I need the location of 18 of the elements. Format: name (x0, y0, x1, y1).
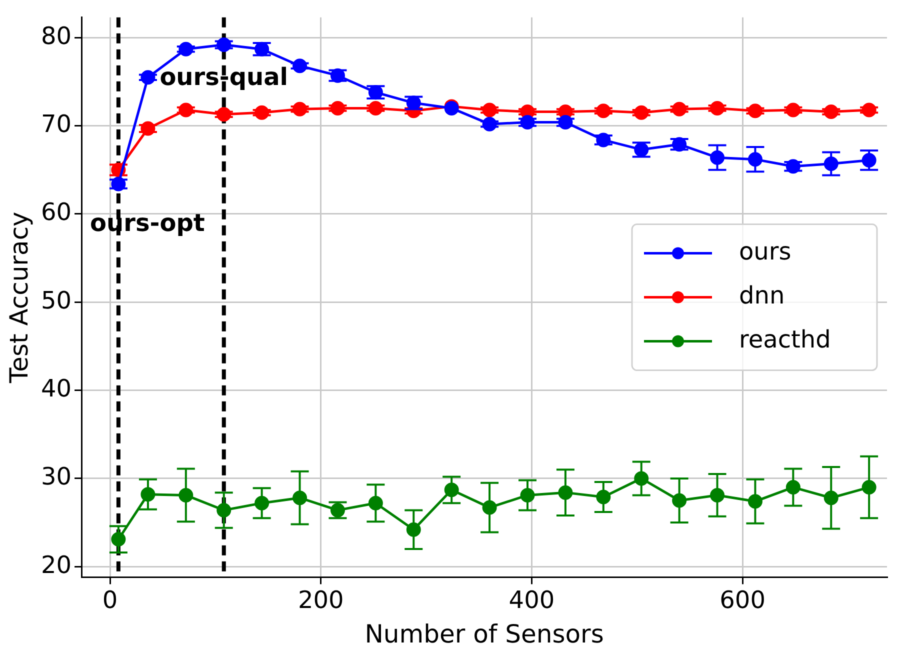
x-tick-label: 400 (508, 586, 555, 614)
y-axis-title: Test Accuracy (4, 211, 34, 384)
y-tick-label: 20 (40, 550, 72, 579)
legend-label: dnn (739, 282, 785, 310)
y-tick-label: 50 (40, 286, 72, 314)
ref-line-label: ours-qual (160, 63, 288, 92)
y-tick-label: 60 (40, 198, 72, 226)
y-tick-label: 30 (40, 462, 72, 491)
y-tick-label: 40 (40, 374, 72, 403)
legend-label: ours (739, 238, 792, 266)
x-tick-label: 600 (720, 586, 766, 614)
y-tick-label: 80 (40, 22, 72, 50)
x-tick-label: 200 (298, 586, 344, 614)
x-axis-title: Number of Sensors (364, 620, 604, 648)
y-tick-label: 70 (40, 110, 72, 138)
x-tick-label: 0 (102, 586, 118, 614)
ref-line-label: ours-opt (90, 208, 205, 237)
legend-label: reacthd (739, 326, 831, 354)
